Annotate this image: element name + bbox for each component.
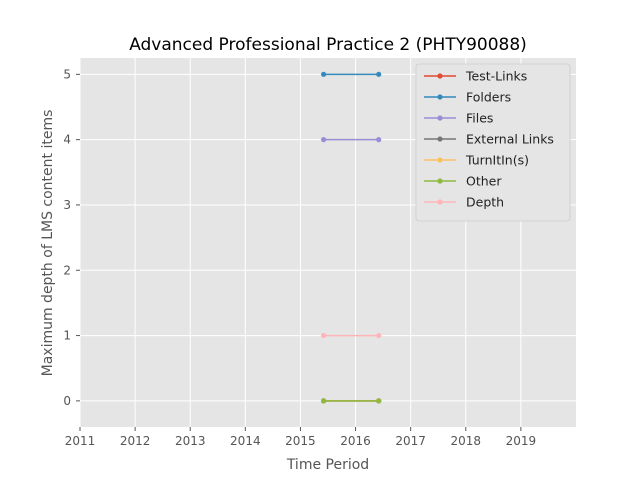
legend-marker-test-links [437, 73, 443, 79]
legend-marker-external-links [437, 136, 443, 142]
legend-label-other: Other [466, 174, 502, 189]
y-tick-label: 2 [63, 263, 71, 277]
legend-label-files: Files [466, 111, 493, 126]
data-point-other [376, 398, 382, 404]
legend-label-turnitin-s: TurnItIn(s) [465, 153, 529, 168]
data-point-folders [320, 71, 327, 77]
legend-label-test-links: Test-Links [465, 69, 527, 84]
chart-title: Advanced Professional Practice 2 (PHTY90… [129, 35, 527, 55]
data-point-files [320, 137, 327, 143]
x-tick-label: 2012 [120, 434, 151, 448]
x-tick-label: 2014 [230, 434, 261, 448]
x-tick-label: 2011 [65, 434, 96, 448]
y-tick-label: 3 [63, 198, 71, 212]
legend-label-depth: Depth [466, 195, 504, 210]
data-point-depth [376, 332, 382, 339]
data-point-depth [320, 332, 327, 339]
legend: Test-Links Folders Files External Links Turn… [415, 63, 571, 222]
x-tick-label: 2017 [395, 434, 426, 448]
legend-label-folders: Folders [466, 90, 511, 105]
legend-marker-folders [437, 94, 443, 100]
data-point-files [376, 137, 382, 143]
y-tick-label: 4 [63, 133, 71, 147]
legend-marker-files [437, 115, 443, 121]
x-tick-label: 2015 [285, 434, 316, 448]
y-tick-label: 5 [63, 67, 71, 81]
data-point-other [320, 398, 327, 404]
legend-marker-depth [437, 199, 443, 205]
legend-marker-turnitin-s [437, 157, 443, 163]
y-tick-label: 1 [63, 329, 71, 343]
x-axis-label: Time Period [286, 457, 369, 473]
y-axis-label: Maximum depth of LMS content items [40, 110, 56, 377]
x-tick-label: 2018 [451, 434, 482, 448]
legend-marker-other [437, 178, 443, 184]
x-tick-label: 2013 [175, 434, 206, 448]
legend-label-external-links: External Links [466, 132, 554, 147]
x-tick-label: 2019 [506, 434, 537, 448]
data-point-folders [376, 71, 382, 77]
x-tick-label: 2016 [340, 434, 371, 448]
y-tick-label: 0 [63, 394, 71, 408]
